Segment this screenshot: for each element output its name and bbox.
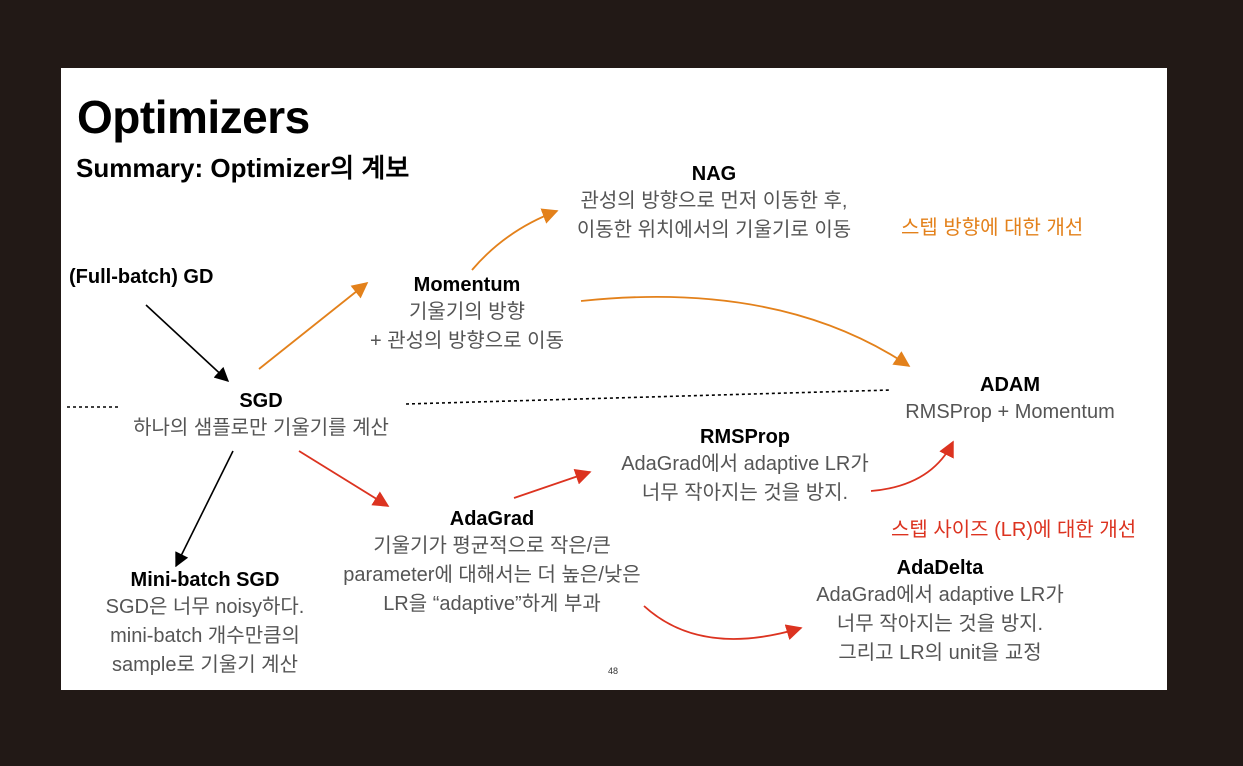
node-momentum-name: Momentum <box>413 274 521 296</box>
arrow-sgd-momentum <box>258 281 369 370</box>
node-adadelta-desc-3: 그리고 LR의 unit을 교정 <box>838 642 1042 664</box>
arrow-adagrad-adadelta <box>643 605 803 640</box>
page-subtitle: Summary: Optimizer의 계보 <box>76 153 410 183</box>
slide: Optimizers Summary: Optimizer의 계보 (Full-… <box>61 68 1167 690</box>
separator-right <box>405 389 892 405</box>
node-adagrad-name: AdaGrad <box>449 508 535 530</box>
node-adadelta-desc-1: AdaGrad에서 adaptive LR가 <box>816 584 1064 606</box>
node-sgd-name: SGD <box>239 390 283 412</box>
node-minibatch-desc-1: SGD은 너무 noisy하다. <box>105 596 305 618</box>
arrow-momentum-adam <box>580 296 911 367</box>
node-momentum-desc-1: 기울기의 방향 <box>409 301 525 323</box>
node-nag-desc-1: 관성의 방향으로 먼저 이동한 후, <box>580 190 848 212</box>
node-gd-name: (Full-batch) GD <box>69 266 214 288</box>
node-adagrad-desc-3: LR을 “adaptive”하게 부과 <box>383 593 601 615</box>
node-minibatch-sgd: Mini-batch SGD SGD은 너무 noisy하다. mini-bat… <box>80 567 330 680</box>
node-adagrad: AdaGrad 기울기가 평균적으로 작은/큰 parameter에 대해서는 … <box>307 506 677 619</box>
node-rmsprop-desc-1: AdaGrad에서 adaptive LR가 <box>621 453 869 475</box>
node-nag-desc-2: 이동한 위치에서의 기울기로 이동 <box>576 219 852 241</box>
node-momentum: Momentum 기울기의 방향 + 관성의 방향으로 이동 <box>317 272 617 356</box>
node-adadelta-name: AdaDelta <box>896 557 984 579</box>
node-sgd-desc-1: 하나의 샘플로만 기울기를 계산 <box>133 417 389 439</box>
node-rmsprop-name: RMSProp <box>700 426 790 448</box>
node-gd: (Full-batch) GD <box>69 264 213 290</box>
node-adam: ADAM RMSProp + Momentum <box>870 372 1150 427</box>
page-title: Optimizers <box>77 91 310 143</box>
node-adadelta: AdaDelta AdaGrad에서 adaptive LR가 너무 작아지는 … <box>780 555 1100 668</box>
note-direction: 스텝 방향에 대한 개선 <box>901 217 1084 239</box>
node-sgd: SGD 하나의 샘플로만 기울기를 계산 <box>101 388 421 443</box>
arrow-sgd-minibatch <box>175 450 234 568</box>
arrow-rmsprop-adam <box>870 440 954 492</box>
arrow-gd-sgd <box>145 304 230 382</box>
node-minibatch-name: Mini-batch SGD <box>130 569 280 591</box>
page-number: 48 <box>608 666 619 676</box>
arrows-layer <box>67 208 954 640</box>
arrow-momentum-nag <box>471 208 559 271</box>
node-nag: NAG 관성의 방향으로 먼저 이동한 후, 이동한 위치에서의 기울기로 이동 <box>554 161 874 245</box>
node-momentum-desc-2: + 관성의 방향으로 이동 <box>370 330 564 352</box>
arrow-sgd-adagrad <box>298 450 390 507</box>
node-adam-desc-1: RMSProp + Momentum <box>905 401 1115 423</box>
arrow-adagrad-rmsprop <box>513 469 592 499</box>
node-adam-name: ADAM <box>980 374 1040 396</box>
node-rmsprop-desc-2: 너무 작아지는 것을 방지. <box>641 482 849 504</box>
node-rmsprop: RMSProp AdaGrad에서 adaptive LR가 너무 작아지는 것… <box>585 424 905 508</box>
node-minibatch-desc-3: sample로 기울기 계산 <box>112 654 298 676</box>
note-step-size: 스텝 사이즈 (LR)에 대한 개선 <box>891 519 1137 541</box>
node-adagrad-desc-1: 기울기가 평균적으로 작은/큰 <box>373 535 611 557</box>
node-minibatch-desc-2: mini-batch 개수만큼의 <box>110 625 300 647</box>
node-nag-name: NAG <box>691 163 737 185</box>
node-adadelta-desc-2: 너무 작아지는 것을 방지. <box>836 613 1044 635</box>
node-adagrad-desc-2: parameter에 대해서는 더 높은/낮은 <box>343 564 641 586</box>
